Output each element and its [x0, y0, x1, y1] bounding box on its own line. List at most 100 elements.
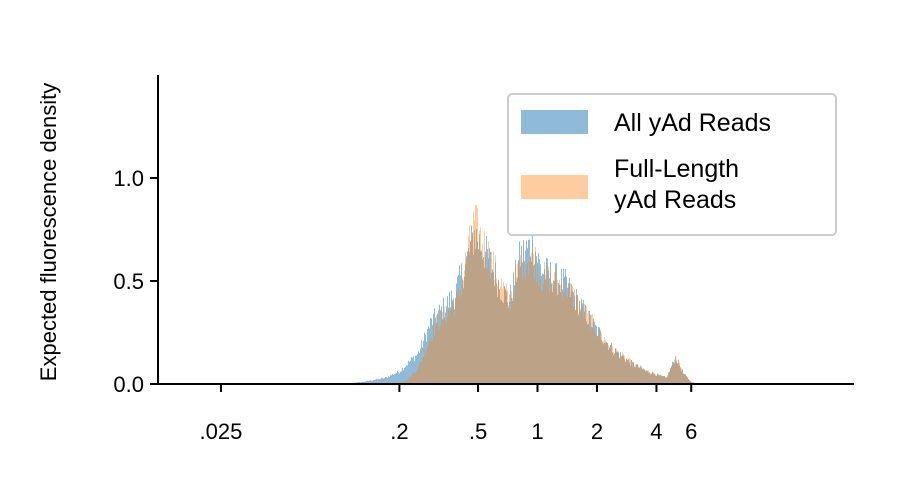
histogram-bin	[676, 362, 677, 384]
histogram-bin	[571, 284, 572, 384]
histogram-bin	[626, 358, 627, 384]
histogram-bin	[579, 300, 580, 384]
histogram-bin	[519, 269, 520, 384]
histogram-bin	[463, 288, 464, 384]
histogram-bin	[619, 357, 620, 384]
histogram-bin	[452, 303, 453, 384]
histogram-bin	[448, 309, 449, 384]
histogram-bin	[574, 295, 575, 384]
histogram-bin	[570, 297, 571, 384]
histogram-bin	[500, 299, 501, 384]
histogram-bin	[478, 251, 479, 384]
histogram-bin	[448, 307, 449, 384]
histogram-bin	[586, 321, 587, 384]
histogram-bin	[623, 356, 624, 384]
histogram-bin	[689, 380, 690, 384]
histogram-bin	[581, 298, 582, 384]
histogram-bin	[495, 262, 496, 384]
histogram-bin	[499, 289, 500, 384]
histogram-bin	[478, 249, 479, 384]
histogram-bin	[394, 374, 395, 384]
histogram-bin	[537, 262, 538, 384]
histogram-bin	[471, 241, 472, 384]
histogram-bin	[664, 376, 665, 384]
histogram-bin	[453, 304, 454, 384]
histogram-bin	[603, 341, 604, 384]
histogram-bin	[532, 242, 533, 384]
histogram-bin	[425, 334, 426, 384]
histogram-bin	[578, 315, 579, 384]
histogram-bin	[490, 279, 491, 384]
histogram-bin	[402, 367, 403, 384]
histogram-bin	[608, 345, 609, 384]
histogram-bin	[426, 350, 427, 384]
histogram-bin	[597, 336, 598, 384]
histogram-bin	[401, 371, 402, 384]
histogram-bin	[527, 248, 528, 384]
histogram-bin	[435, 325, 436, 384]
histogram-bin	[644, 369, 645, 384]
histogram-bin	[667, 376, 668, 384]
histogram-bin	[526, 264, 527, 384]
histogram-bin	[496, 283, 497, 384]
histogram-bin	[641, 366, 642, 384]
histogram-bin	[529, 262, 530, 384]
histogram-bin	[631, 359, 632, 384]
histogram-bin	[407, 365, 408, 384]
histogram-bin	[663, 376, 664, 384]
histogram-bin	[565, 269, 566, 384]
histogram-bin	[455, 300, 456, 384]
histogram-bin	[633, 361, 634, 384]
histogram-bin	[451, 308, 452, 384]
histogram-bin	[462, 279, 463, 384]
histogram-bin	[548, 270, 549, 384]
histogram-bin	[504, 286, 505, 384]
histogram-bin	[436, 314, 437, 384]
histogram-bin	[521, 245, 522, 384]
histogram-bin	[488, 241, 489, 384]
histogram-bin	[536, 281, 537, 384]
histogram-bin	[600, 330, 601, 384]
legend: All yAd Reads Full-Length yAd Reads	[507, 93, 837, 236]
histogram-bin	[607, 343, 608, 384]
histogram-bin	[471, 225, 472, 384]
histogram-bin	[456, 283, 457, 384]
histogram-bin	[418, 366, 419, 384]
histogram-bin	[421, 362, 422, 384]
histogram-bin	[510, 284, 511, 384]
histogram-bin	[611, 343, 612, 384]
axis-ticks: .025 .2 .5 1 2 4 6 0.0 0.5 1.0	[113, 166, 697, 444]
histogram-bin	[483, 257, 484, 384]
histogram-bin	[563, 291, 564, 384]
histogram-bin	[536, 256, 537, 384]
histogram-bin	[429, 328, 430, 384]
histogram-bin	[433, 323, 434, 384]
histogram-bin	[535, 251, 536, 384]
histogram-bin	[392, 374, 393, 384]
histogram-bin	[523, 244, 524, 384]
histogram-bin	[591, 326, 592, 384]
histogram-bin	[609, 347, 610, 384]
histogram-bin	[680, 369, 681, 384]
histogram-bin	[633, 362, 634, 384]
histogram-bin	[645, 370, 646, 384]
histogram-bin	[520, 255, 521, 384]
histogram-bin	[439, 304, 440, 384]
histogram-bin	[439, 329, 440, 384]
histogram-bin	[486, 236, 487, 384]
histogram-bin	[381, 377, 382, 384]
histogram-bin	[445, 319, 446, 384]
histogram-bin	[690, 380, 691, 384]
histogram-bin	[634, 367, 635, 384]
histogram-bin	[603, 344, 604, 384]
histogram-bin	[554, 281, 555, 384]
histogram-bin	[416, 355, 417, 384]
histogram-bin	[405, 367, 406, 384]
histogram-bin	[585, 318, 586, 384]
histogram-bin	[653, 372, 654, 384]
histogram-bin	[385, 377, 386, 384]
histogram-bin	[647, 370, 648, 384]
histogram-bin	[569, 282, 570, 384]
histogram-bin	[369, 380, 370, 384]
histogram-bin	[434, 308, 435, 384]
